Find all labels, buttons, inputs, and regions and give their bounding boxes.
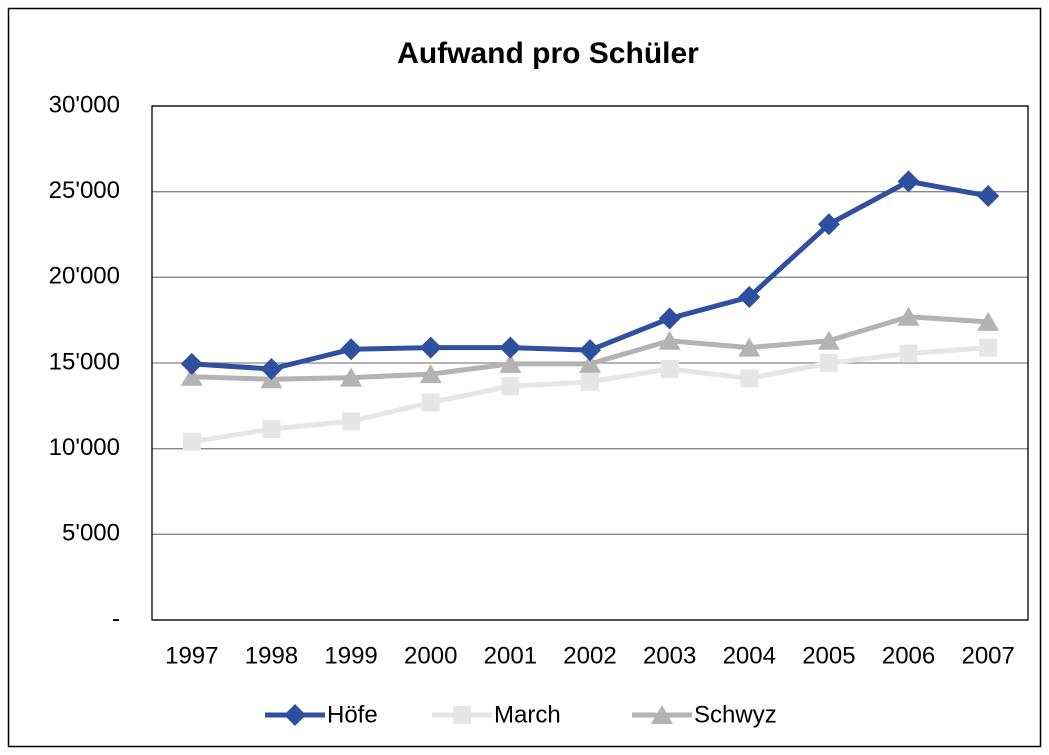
marker	[897, 306, 920, 326]
legend-label: Schwyz	[694, 701, 777, 728]
chart-title: Aufwand pro Schüler	[397, 37, 699, 70]
marker	[899, 344, 918, 363]
marker	[340, 367, 363, 387]
y-tick-label: -	[112, 605, 120, 632]
y-tick-label: 30'000	[49, 91, 120, 118]
marker	[817, 330, 840, 350]
y-tick-label: 20'000	[49, 263, 120, 290]
x-tick-label: 2005	[802, 642, 855, 669]
chart-frame	[7, 7, 1042, 748]
x-tick-label: 1998	[245, 642, 298, 669]
marker	[180, 366, 203, 386]
x-tick-label: 2004	[723, 642, 776, 669]
marker	[260, 357, 283, 380]
marker	[977, 311, 1000, 331]
plot-frame	[151, 105, 1029, 621]
x-tick-label: 2001	[484, 642, 537, 669]
marker	[660, 359, 679, 378]
marker	[579, 353, 601, 373]
marker	[453, 706, 471, 724]
marker	[419, 364, 442, 384]
y-tick-label: 5'000	[62, 520, 120, 547]
x-tick-label: 2002	[563, 642, 616, 669]
x-tick-label: 2006	[882, 642, 935, 669]
marker	[180, 352, 203, 375]
marker	[658, 330, 681, 350]
x-tick-label: 2003	[643, 642, 696, 669]
x-tick-label: 2000	[404, 642, 457, 669]
marker	[182, 432, 201, 451]
marker	[977, 184, 1000, 207]
marker	[658, 307, 681, 330]
x-tick-label: 1997	[165, 642, 218, 669]
marker	[740, 369, 759, 388]
y-tick-label: 15'000	[49, 348, 120, 375]
marker	[421, 393, 440, 412]
marker	[817, 213, 840, 236]
marker	[579, 339, 601, 362]
marker	[738, 337, 761, 357]
marker	[284, 704, 306, 726]
x-tick-label: 1999	[324, 642, 377, 669]
marker	[897, 170, 920, 193]
marker	[342, 412, 361, 431]
x-tick-label: 2007	[961, 642, 1014, 669]
marker	[262, 419, 281, 438]
marker	[979, 338, 998, 357]
y-tick-label: 10'000	[49, 434, 120, 461]
legend-label: March	[494, 701, 561, 728]
marker	[501, 377, 520, 396]
marker	[738, 286, 761, 309]
marker	[819, 354, 838, 372]
marker	[499, 353, 522, 373]
marker	[499, 336, 522, 359]
marker	[651, 705, 673, 724]
y-tick-label: 25'000	[49, 177, 120, 204]
marker	[581, 372, 599, 391]
legend-label: Höfe	[327, 701, 378, 728]
marker	[340, 338, 363, 361]
marker	[419, 336, 442, 359]
